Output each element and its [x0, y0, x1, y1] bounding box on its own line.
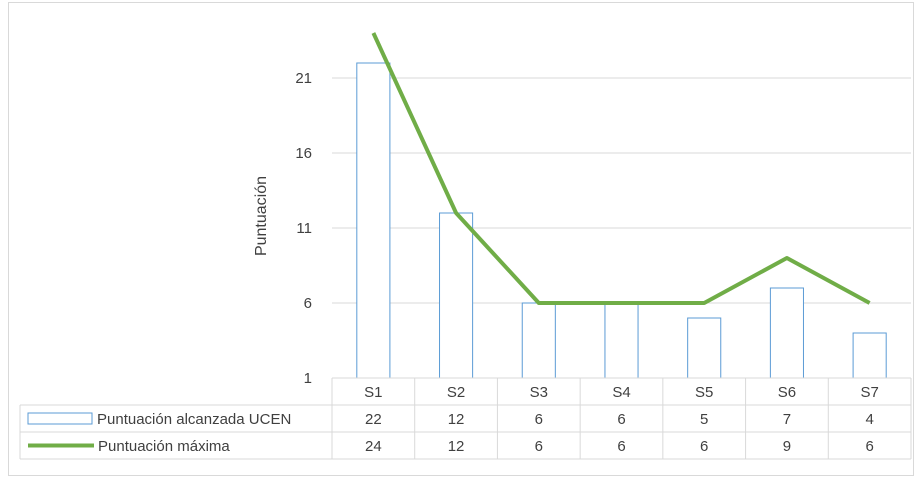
table-cell-maxima-S2: 12: [448, 438, 465, 455]
y-tick-6: 6: [304, 295, 312, 312]
y-tick-1: 1: [304, 370, 312, 387]
table-cell-maxima-S7: 6: [865, 438, 873, 455]
category-label-S3: S3: [530, 384, 548, 401]
bar-S4: [604, 302, 639, 379]
legend-label-alcanzada: Puntuación alcanzada UCEN: [97, 411, 291, 428]
legend-swatch-bar: [27, 412, 93, 425]
chart-frame: [8, 2, 914, 476]
table-cell-alcanzada-S1: 22: [365, 411, 382, 428]
category-label-S2: S2: [447, 384, 465, 401]
bar-S2: [439, 212, 474, 379]
table-cell-alcanzada-S7: 4: [865, 411, 873, 428]
table-cell-maxima-S1: 24: [365, 438, 382, 455]
table-cell-alcanzada-S6: 7: [783, 411, 791, 428]
bar-S1: [356, 62, 391, 379]
table-cell-maxima-S6: 9: [783, 438, 791, 455]
bar-S6: [769, 287, 804, 379]
category-label-S6: S6: [778, 384, 796, 401]
y-tick-11: 11: [296, 220, 312, 237]
table-cell-alcanzada-S5: 5: [700, 411, 708, 428]
line-puntuacion-maxima: [371, 32, 871, 305]
bar-series: [356, 62, 887, 379]
data-table: S1 S2 S3 S4 S5 S6 S7 Puntuación alcanzada UCEN P…: [19, 377, 912, 460]
y-tick-21: 21: [295, 70, 312, 87]
bar-S5: [687, 317, 722, 379]
table-cell-maxima-S3: 6: [535, 438, 543, 455]
table-cell-maxima-S4: 6: [617, 438, 625, 455]
bar-S7: [852, 332, 887, 379]
category-label-S7: S7: [860, 384, 878, 401]
bar-S3: [521, 302, 556, 379]
legend-label-maxima: Puntuación máxima: [98, 438, 230, 455]
category-label-S5: S5: [695, 384, 713, 401]
table-cell-alcanzada-S3: 6: [535, 411, 543, 428]
grid-lines: [332, 77, 911, 304]
category-label-S4: S4: [612, 384, 630, 401]
table-cell-alcanzada-S2: 12: [448, 411, 465, 428]
line-series: [371, 32, 871, 305]
table-cell-maxima-S5: 6: [700, 438, 708, 455]
y-tick-16: 16: [295, 145, 312, 162]
table-cell-alcanzada-S4: 6: [617, 411, 625, 428]
category-label-S1: S1: [364, 384, 382, 401]
y-axis-title: Puntuación: [253, 176, 270, 256]
